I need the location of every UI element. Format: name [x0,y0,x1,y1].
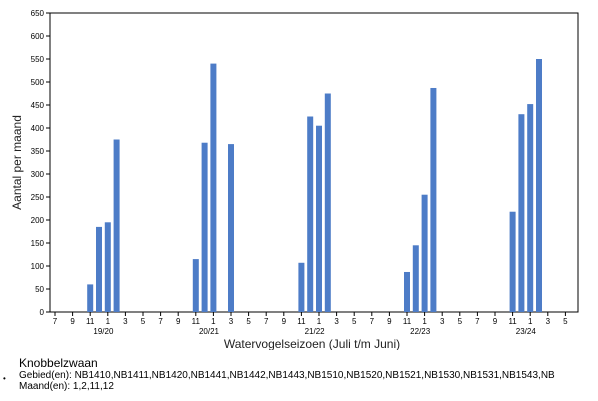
y-tick-label: 350 [31,147,45,156]
x-tick-label: 5 [141,317,146,326]
area-list: Gebied(en): NB1410,NB1411,NB1420,NB1441,… [19,370,555,381]
x-tick-label: 9 [282,317,287,326]
y-tick-label: 600 [31,32,45,41]
month-list: Maand(en): 1,2,11,12 [19,381,114,392]
bar [324,93,331,312]
x-tick-label: 5 [563,317,568,326]
x-tick-label: 1 [106,317,111,326]
season-label: 21/22 [305,327,326,336]
x-tick-label: 7 [475,317,480,326]
bar [87,284,94,312]
y-tick-label: 100 [31,262,45,271]
y-tick-label: 200 [31,216,45,225]
x-tick-label: 9 [387,317,392,326]
x-tick-label: 9 [176,317,181,326]
y-tick-label: 0 [40,308,45,317]
bar [113,139,120,312]
chart-caption: Knobbelzwaan Gebied(en): NB1410,NB1411,N… [19,356,598,392]
x-tick-label: 3 [334,317,339,326]
x-tick-label: 11 [403,317,412,326]
x-axis-title: Watervogelseizoen (Juli t/m Juni) [224,337,400,350]
bar [412,245,419,312]
y-tick-label: 250 [31,193,45,202]
y-tick-label: 550 [31,55,45,64]
bar [298,262,305,312]
bar [536,59,542,312]
x-tick-label: 11 [297,317,306,326]
y-tick-label: 300 [31,170,45,179]
x-tick-label: 3 [229,317,234,326]
y-tick-label: 400 [31,124,45,133]
bar [210,63,217,312]
plot-area [49,12,579,313]
bar [518,114,525,312]
x-tick-label: 1 [422,317,427,326]
season-label: 23/24 [516,327,537,336]
bar [104,222,111,312]
y-axis-title: Aantal per maand [10,115,24,210]
y-tick-label: 450 [31,101,45,110]
bar [201,142,208,312]
bar [404,271,410,312]
x-tick-label: 11 [192,317,201,326]
bar [509,211,516,312]
x-tick-label: 3 [123,317,128,326]
x-tick-label: 7 [264,317,269,326]
bar [421,194,428,312]
x-tick-label: 1 [528,317,533,326]
bar [430,87,437,312]
bar [96,226,102,312]
caption-bullet: • [3,374,6,383]
species-name: Knobbelzwaan [19,356,98,370]
x-tick-label: 3 [440,317,445,326]
x-tick-label: 1 [317,317,322,326]
x-tick-label: 3 [546,317,551,326]
y-tick-label: 500 [31,78,45,87]
x-tick-label: 9 [493,317,498,326]
x-tick-label: 5 [352,317,357,326]
bar-chart: 050100150200250300350400450500550600650 … [10,9,579,350]
y-tick-label: 650 [31,9,45,18]
x-tick-label: 5 [246,317,251,326]
x-tick-label: 11 [508,317,517,326]
x-tick-label: 7 [370,317,375,326]
season-label: 20/21 [199,327,220,336]
x-tick-label: 11 [86,317,95,326]
x-tick-label: 5 [458,317,463,326]
y-tick-label: 50 [35,285,44,294]
x-tick-label: 7 [158,317,163,326]
x-tick-label: 7 [53,317,58,326]
season-label: 19/20 [93,327,114,336]
season-label: 22/23 [410,327,431,336]
bar [307,116,314,312]
bar [192,259,199,312]
bar [316,125,322,312]
x-tick-label: 1 [211,317,216,326]
y-tick-label: 150 [31,239,45,248]
bar [527,104,534,312]
x-tick-label: 9 [70,317,75,326]
bar [228,144,234,312]
